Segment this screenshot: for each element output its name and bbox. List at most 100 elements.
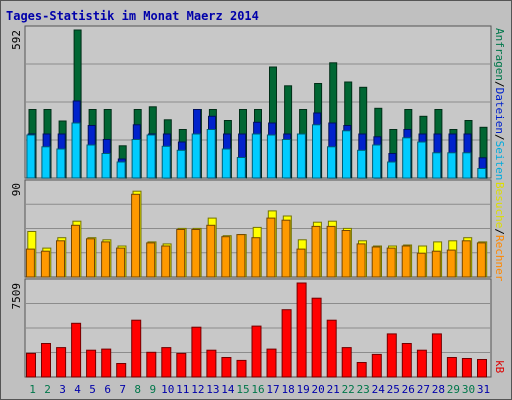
bar-rechner-day-23 [356, 243, 366, 278]
x-tick-label-day-29: 29 [447, 383, 460, 396]
bar-kb-day-11 [176, 352, 187, 378]
x-tick-label-day-23: 23 [357, 383, 370, 396]
bar-seiten-day-1 [26, 134, 36, 179]
panel-middle-max-label: 90 [10, 183, 23, 196]
bar-seiten-day-13 [206, 129, 216, 179]
bar-seiten-day-21 [327, 146, 336, 179]
bar-kb-day-19 [296, 282, 307, 378]
bar-rechner-day-8 [131, 193, 141, 278]
bar-kb-day-4 [71, 322, 82, 378]
legend-anfragen: Anfragen [493, 28, 506, 81]
bar-seiten-day-18 [281, 139, 291, 179]
chart-title: Tages-Statistik im Monat Maerz 2014 [6, 9, 259, 23]
legend-seiten: Seiten [493, 141, 506, 181]
x-tick-label-day-13: 13 [206, 383, 219, 396]
bar-seiten-day-5 [86, 144, 96, 179]
bar-kb-day-16 [251, 325, 262, 378]
panel-top: 592 Anfragen/Dateien/Seiten [10, 25, 506, 181]
bar-kb-day-15 [236, 359, 247, 378]
bar-kb-day-8 [131, 319, 142, 378]
bar-seiten-day-4 [71, 122, 81, 179]
bar-seiten-day-28 [432, 152, 442, 179]
panel-bottom-bars [26, 282, 487, 378]
bar-kb-day-25 [386, 333, 397, 378]
x-tick-label-day-27: 27 [417, 383, 430, 396]
bar-seiten-day-24 [372, 144, 382, 179]
bar-seiten-day-2 [41, 146, 51, 179]
x-tick-label-day-28: 28 [432, 383, 445, 396]
bar-seiten-day-22 [342, 130, 351, 179]
x-tick-label-day-21: 21 [327, 383, 340, 396]
bar-kb-day-29 [446, 357, 457, 378]
bar-rechner-day-25 [386, 247, 396, 278]
bar-kb-day-13 [206, 349, 217, 378]
bar-seiten-day-31 [477, 168, 487, 179]
bar-rechner-day-7 [116, 247, 126, 278]
bar-rechner-day-20 [311, 225, 321, 278]
bar-rechner-day-30 [461, 240, 471, 278]
bar-kb-day-7 [116, 363, 127, 378]
bar-rechner-day-21 [326, 225, 336, 278]
bar-seiten-day-26 [402, 137, 412, 179]
bar-seiten-day-16 [251, 133, 261, 179]
legend-rechner: Rechner [493, 235, 506, 282]
bar-seiten-day-3 [56, 148, 66, 179]
bar-rechner-day-22 [341, 230, 351, 278]
x-tick-label-day-10: 10 [161, 383, 174, 396]
bar-kb-day-5 [86, 349, 97, 378]
x-tick-label-day-20: 20 [311, 383, 324, 396]
panel-bottom: 7509 kB [10, 278, 506, 378]
panel-bottom-max-label: 7509 [10, 283, 23, 310]
bar-kb-day-10 [161, 347, 172, 378]
bar-rechner-day-11 [176, 229, 186, 278]
bar-kb-day-17 [266, 348, 277, 378]
x-tick-label-day-5: 5 [89, 383, 96, 396]
bar-kb-day-26 [401, 343, 412, 378]
x-tick-label-day-3: 3 [59, 383, 66, 396]
bar-seiten-day-14 [221, 148, 231, 179]
bar-seiten-day-19 [296, 133, 306, 179]
panel-top-max-label: 592 [10, 30, 23, 50]
x-tick-label-day-1: 1 [29, 383, 36, 396]
bar-kb-day-3 [56, 347, 67, 378]
bar-rechner-day-3 [56, 240, 65, 278]
bar-seiten-day-30 [462, 152, 472, 179]
bar-seiten-day-10 [161, 145, 171, 179]
x-tick-label-day-22: 22 [342, 383, 355, 396]
x-tick-label-day-6: 6 [104, 383, 111, 396]
x-tick-label-day-25: 25 [387, 383, 400, 396]
bar-seiten-day-6 [101, 153, 111, 179]
bar-rechner-day-19 [296, 248, 306, 278]
bar-kb-day-6 [101, 348, 112, 378]
x-tick-label-day-24: 24 [372, 383, 386, 396]
bar-seiten-day-17 [266, 134, 276, 179]
bar-rechner-day-13 [206, 224, 216, 278]
x-tick-label-day-14: 14 [221, 383, 235, 396]
bar-rechner-day-26 [401, 245, 411, 278]
legend-separator: / [493, 228, 506, 235]
x-tick-label-day-16: 16 [251, 383, 264, 396]
x-tick-label-day-2: 2 [44, 383, 51, 396]
bar-seiten-day-27 [417, 141, 427, 179]
bar-rechner-day-14 [221, 236, 231, 278]
bar-seiten-day-23 [357, 149, 367, 179]
bar-kb-day-28 [431, 333, 442, 378]
bar-seiten-day-11 [176, 149, 186, 179]
bar-kb-day-1 [26, 352, 36, 378]
bar-kb-day-23 [356, 362, 367, 378]
bar-rechner-day-1 [25, 248, 35, 278]
panel-middle-bars [25, 190, 488, 278]
bar-rechner-day-24 [371, 246, 381, 278]
bar-kb-day-9 [146, 351, 157, 378]
bar-rechner-day-2 [40, 250, 50, 278]
bar-rechner-day-17 [266, 217, 276, 278]
x-tick-label-day-11: 11 [176, 383, 189, 396]
bar-kb-day-31 [477, 359, 487, 378]
x-tick-label-day-7: 7 [119, 383, 126, 396]
bar-kb-day-12 [191, 326, 202, 378]
bar-kb-day-2 [41, 343, 51, 378]
bar-kb-day-20 [311, 297, 322, 378]
panel-bottom-legend: kB [493, 360, 506, 374]
legend-separator: / [493, 134, 506, 141]
x-tick-label-day-15: 15 [236, 383, 249, 396]
